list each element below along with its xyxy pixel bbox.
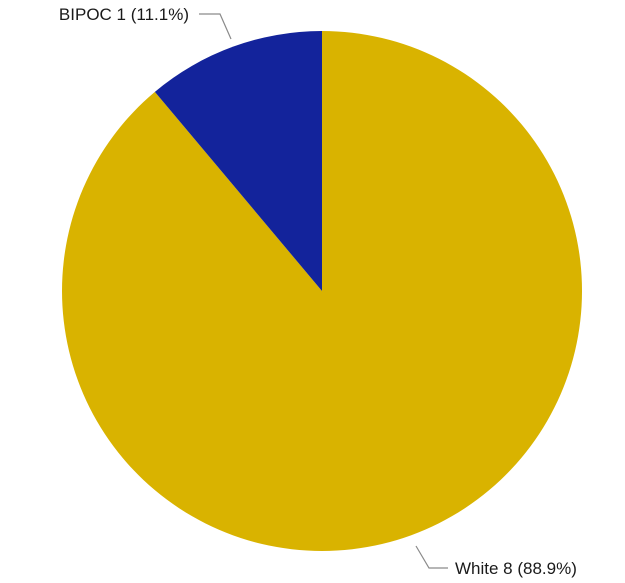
slice-label-white: White 8 (88.9%) (455, 559, 577, 578)
leader-line-white (415, 545, 448, 569)
pie-slices (62, 31, 583, 551)
pie-labels: White 8 (88.9%) BIPOC 1 (11.1%) (59, 5, 577, 578)
slice-label-bipoc: BIPOC 1 (11.1%) (59, 5, 189, 24)
pie-slice-bipoc (154, 31, 322, 291)
leader-line-bipoc (199, 13, 232, 40)
pie-slice-white (62, 31, 583, 551)
